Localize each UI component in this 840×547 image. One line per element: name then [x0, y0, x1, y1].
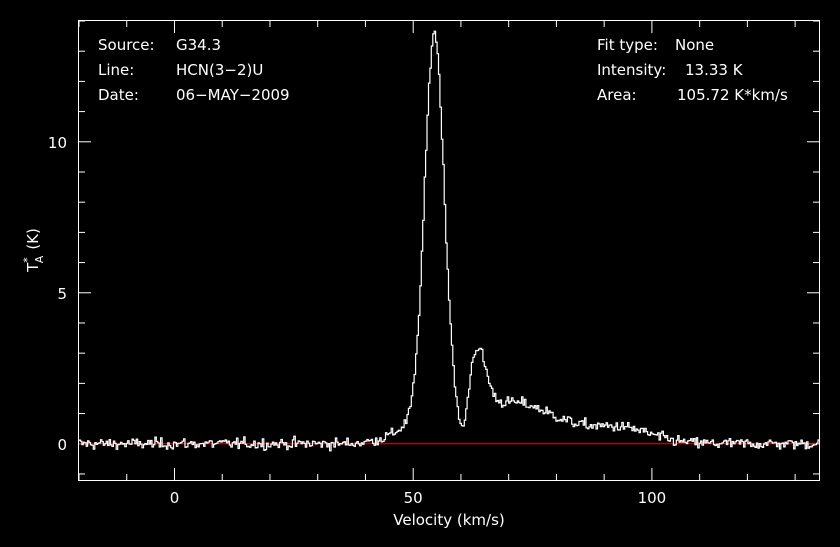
axis-tick-labels: 0 50 100 0 5 10: [48, 134, 666, 507]
info-date-key: Date:: [98, 86, 139, 104]
info-left: Source: G34.3 Line: HCN(3−2)U Date: 06−M…: [98, 36, 290, 104]
x-tick-label: 100: [638, 489, 667, 507]
info-area-value: 105.72 K*km/s: [677, 86, 788, 104]
info-right: Fit type: None Intensity: 13.33 K Area: …: [597, 36, 788, 104]
x-tick-label: 50: [404, 489, 423, 507]
y-tick-label: 0: [57, 436, 67, 454]
plot-frame: [78, 20, 820, 481]
info-line-value: HCN(3−2)U: [176, 61, 263, 79]
x-axis-label: Velocity (km/s): [393, 511, 504, 529]
info-intensity-key: Intensity:: [597, 61, 666, 79]
info-intensity-value: 13.33 K: [685, 61, 744, 79]
svg-text:T*A(K): T*A (K): [21, 228, 46, 273]
y-axis-label: T*A (K): [21, 228, 46, 273]
info-date-value: 06−MAY−2009: [176, 86, 290, 104]
y-axis-label-unit: (K): [24, 228, 42, 250]
info-fit-key: Fit type:: [597, 36, 658, 54]
info-source-key: Source:: [98, 36, 155, 54]
info-area-key: Area:: [597, 86, 637, 104]
y-axis-label-sub: A: [33, 255, 46, 263]
y-axis-label-main: T: [24, 262, 42, 273]
spectrum-line: [79, 30, 819, 452]
info-fit-value: None: [675, 36, 714, 54]
y-tick-label: 10: [48, 134, 67, 152]
info-source-value: G34.3: [176, 36, 221, 54]
y-axis-label-sup: *: [21, 257, 34, 263]
x-tick-label: 0: [170, 489, 180, 507]
y-tick-label: 5: [57, 285, 67, 303]
axis-ticks: [78, 20, 819, 480]
info-line-key: Line:: [98, 61, 134, 79]
